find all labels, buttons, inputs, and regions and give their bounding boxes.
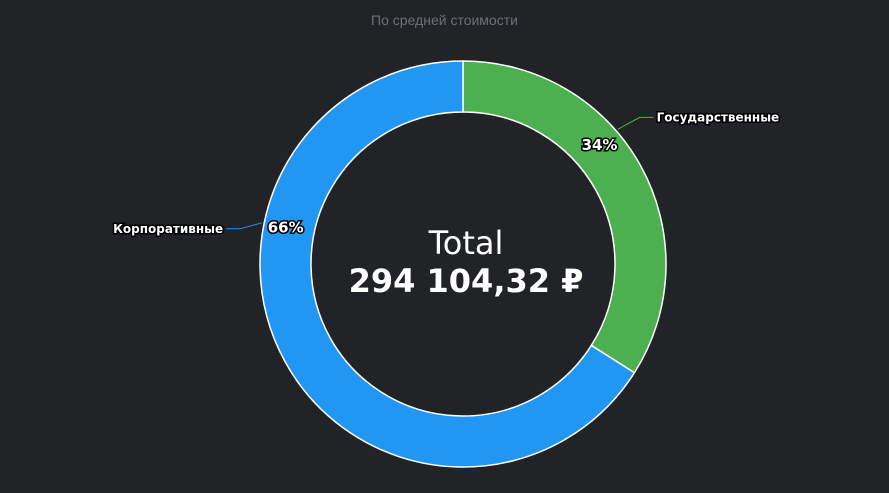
leader-line-0 [617,116,654,130]
slice-1[interactable] [259,60,636,468]
category-label-1: Корпоративные [113,222,223,236]
slice-0[interactable] [462,60,667,374]
center-title: Total [428,224,504,262]
percent-label-0: 34% [582,136,618,154]
percent-label-1: 66% [268,219,304,237]
chart-title: По средней стоимости [371,12,518,28]
category-label-0: Государственные [657,110,780,124]
leader-line-1 [226,222,263,230]
center-value: 294 104,32 ₽ [349,262,584,300]
